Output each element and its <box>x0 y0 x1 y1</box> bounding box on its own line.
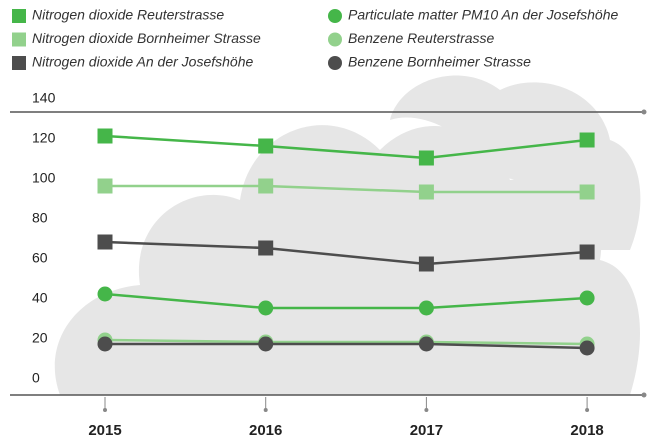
marker <box>12 56 26 70</box>
marker <box>580 133 595 148</box>
x-tick-dot <box>424 408 428 412</box>
legend-label: Particulate matter PM10 An der Josefshöh… <box>348 7 619 23</box>
marker <box>98 179 113 194</box>
y-tick-label: 80 <box>32 210 48 226</box>
marker <box>419 301 434 316</box>
marker <box>98 337 113 352</box>
marker <box>12 33 26 47</box>
marker <box>12 9 26 23</box>
marker <box>328 9 342 23</box>
marker <box>328 33 342 47</box>
marker <box>98 287 113 302</box>
marker <box>580 291 595 306</box>
chart: Nitrogen dioxide Reuterstrasse Nitrogen d… <box>0 0 662 439</box>
marker <box>258 139 273 154</box>
y-tick-label: 0 <box>32 370 40 386</box>
x-tick-dot <box>264 408 268 412</box>
marker <box>98 235 113 250</box>
x-tick-label: 2017 <box>410 422 443 439</box>
y-tick-label: 120 <box>32 130 56 146</box>
x-tick-label: 2018 <box>570 422 603 439</box>
axis-dot <box>642 393 647 398</box>
legend-label: Benzene Reuterstrasse <box>348 30 495 46</box>
legend-label: Nitrogen dioxide An der Josefshöhe <box>32 54 254 70</box>
marker <box>328 56 342 70</box>
marker <box>258 241 273 256</box>
marker <box>419 257 434 272</box>
marker <box>580 245 595 260</box>
marker <box>258 179 273 194</box>
legend-label: Benzene Bornheimer Strasse <box>348 54 531 70</box>
marker <box>419 337 434 352</box>
legend: Nitrogen dioxide Reuterstrasse Nitrogen d… <box>12 7 619 70</box>
legend-label: Nitrogen dioxide Reuterstrasse <box>32 7 224 23</box>
x-tick-label: 2016 <box>249 422 282 439</box>
marker <box>98 129 113 144</box>
marker <box>580 341 595 356</box>
x-tick-dot <box>103 408 107 412</box>
x-tick-dot <box>585 408 589 412</box>
y-tick-label: 20 <box>32 330 48 346</box>
x-tick-label: 2015 <box>88 422 121 439</box>
marker <box>419 185 434 200</box>
y-tick-label: 140 <box>32 90 56 106</box>
legend-label: Nitrogen dioxide Bornheimer Strasse <box>32 30 261 46</box>
y-tick-label: 100 <box>32 170 56 186</box>
axis-dot <box>642 110 647 115</box>
marker <box>258 301 273 316</box>
y-tick-label: 40 <box>32 290 48 306</box>
y-tick-label: 60 <box>32 250 48 266</box>
marker <box>580 185 595 200</box>
marker <box>258 337 273 352</box>
marker <box>419 151 434 166</box>
